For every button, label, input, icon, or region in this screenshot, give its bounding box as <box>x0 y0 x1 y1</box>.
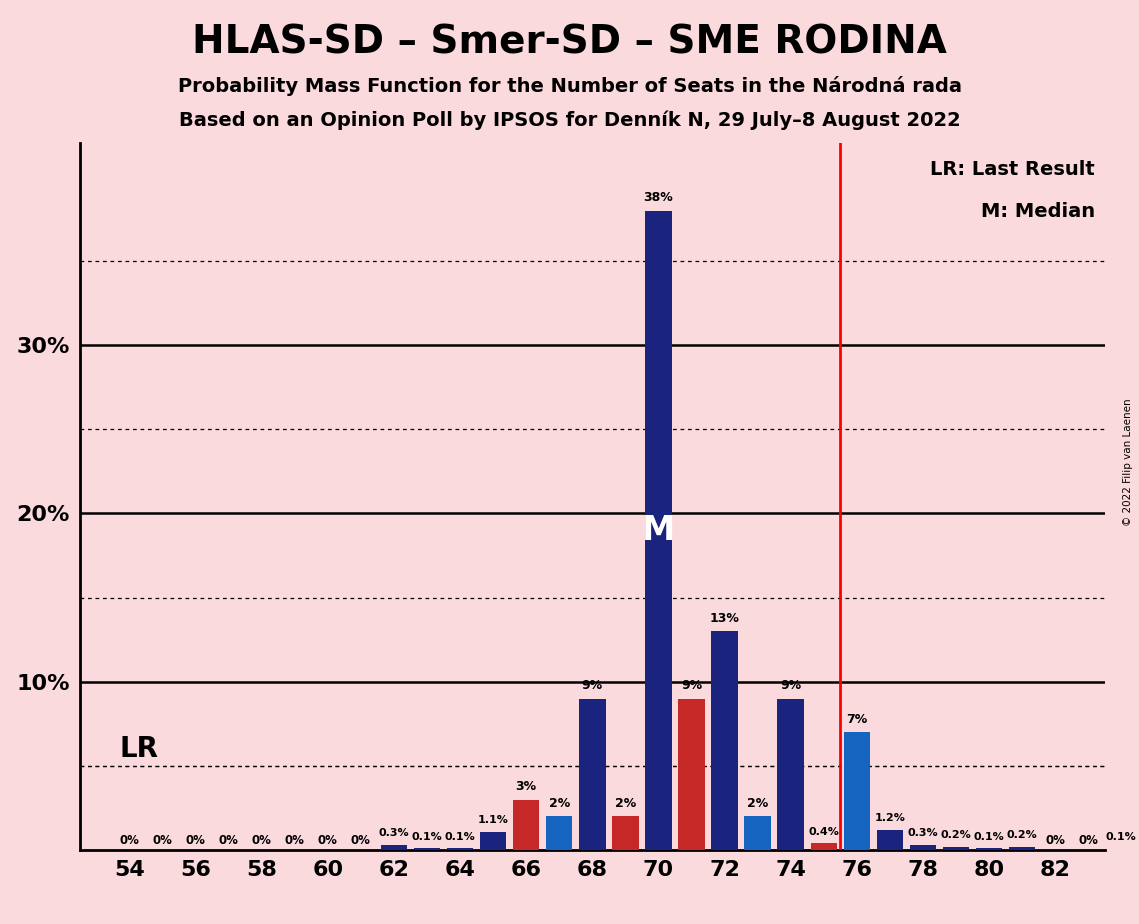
Bar <box>480 832 507 850</box>
Bar <box>712 631 738 850</box>
Bar <box>745 817 771 850</box>
Text: 0%: 0% <box>153 833 172 846</box>
Text: Based on an Opinion Poll by IPSOS for Denník N, 29 July–8 August 2022: Based on an Opinion Poll by IPSOS for De… <box>179 111 960 130</box>
Text: 0%: 0% <box>1079 833 1098 846</box>
Bar <box>1009 846 1035 850</box>
Bar <box>844 732 870 850</box>
Text: 0%: 0% <box>318 833 337 846</box>
Bar <box>943 846 969 850</box>
Text: 0.2%: 0.2% <box>1007 830 1038 840</box>
Text: 0.3%: 0.3% <box>908 828 939 838</box>
Text: 9%: 9% <box>780 679 801 692</box>
Text: 0%: 0% <box>186 833 205 846</box>
Text: 0.3%: 0.3% <box>378 828 409 838</box>
Text: 3%: 3% <box>516 780 536 793</box>
Text: 13%: 13% <box>710 612 739 625</box>
Text: Probability Mass Function for the Number of Seats in the Národná rada: Probability Mass Function for the Number… <box>178 76 961 96</box>
Text: M: Median: M: Median <box>981 202 1095 221</box>
Text: 0.1%: 0.1% <box>1106 832 1137 842</box>
Text: LR: Last Result: LR: Last Result <box>931 160 1095 179</box>
Text: 1.2%: 1.2% <box>875 813 906 823</box>
Text: 0.4%: 0.4% <box>809 827 839 836</box>
Text: 0%: 0% <box>252 833 271 846</box>
Text: 9%: 9% <box>582 679 603 692</box>
Text: 0.1%: 0.1% <box>411 832 442 842</box>
Text: M: M <box>641 514 675 547</box>
Bar <box>976 848 1002 850</box>
Bar <box>413 848 440 850</box>
Bar <box>678 699 705 850</box>
Bar <box>612 817 639 850</box>
Text: 9%: 9% <box>681 679 702 692</box>
Bar <box>910 845 936 850</box>
Bar <box>877 830 903 850</box>
Text: LR: LR <box>120 735 158 762</box>
Bar <box>645 211 672 850</box>
Text: HLAS-SD – Smer-SD – SME RODINA: HLAS-SD – Smer-SD – SME RODINA <box>192 23 947 61</box>
Text: 0.2%: 0.2% <box>941 830 972 840</box>
Text: 0.1%: 0.1% <box>974 832 1005 842</box>
Text: 0.1%: 0.1% <box>444 832 475 842</box>
Text: 0%: 0% <box>219 833 238 846</box>
Bar <box>1108 848 1134 850</box>
Text: 0%: 0% <box>351 833 370 846</box>
Text: 0%: 0% <box>120 833 139 846</box>
Text: 1.1%: 1.1% <box>477 815 508 825</box>
Text: 2%: 2% <box>549 796 570 809</box>
Text: 0%: 0% <box>285 833 304 846</box>
Bar <box>579 699 606 850</box>
Bar <box>811 844 837 850</box>
Text: 2%: 2% <box>615 796 636 809</box>
Text: 2%: 2% <box>747 796 768 809</box>
Text: © 2022 Filip van Laenen: © 2022 Filip van Laenen <box>1123 398 1133 526</box>
Text: 7%: 7% <box>846 712 868 725</box>
Bar <box>380 845 407 850</box>
Text: 0%: 0% <box>1046 833 1065 846</box>
Bar <box>546 817 573 850</box>
Text: 38%: 38% <box>644 191 673 204</box>
Bar <box>513 799 540 850</box>
Bar <box>446 848 473 850</box>
Bar <box>778 699 804 850</box>
